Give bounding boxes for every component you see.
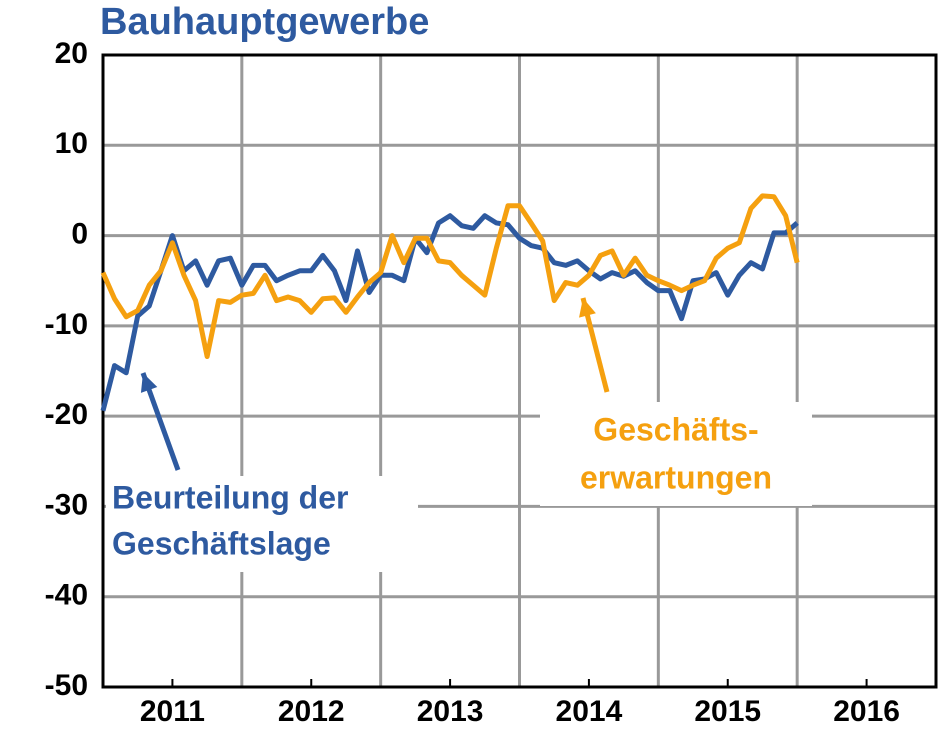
series-line: [100, 213, 799, 412]
series-label: Geschäftslage: [112, 525, 331, 561]
x-tick-label: 2016: [833, 695, 900, 728]
y-tick-label: -20: [45, 398, 88, 431]
x-tick-label: 2012: [278, 695, 345, 728]
y-tick-label: -30: [45, 488, 88, 521]
y-tick-label: 20: [55, 37, 88, 70]
y-tick-label: 0: [71, 217, 88, 250]
x-tick-label: 2011: [140, 695, 205, 728]
label-box: [540, 402, 812, 506]
series-label: erwartungen: [580, 459, 772, 495]
series-line: [100, 193, 800, 360]
y-tick-label: -40: [45, 579, 88, 612]
x-tick-label: 2015: [694, 695, 761, 728]
series-label: Geschäfts-: [593, 411, 758, 447]
y-tick-label: -50: [45, 669, 88, 702]
y-tick-label: 10: [55, 127, 88, 160]
y-tick-label: -10: [45, 308, 88, 341]
label-box: [106, 476, 418, 572]
series-label: Beurteilung der: [112, 479, 348, 515]
plot-frame: [101, 53, 938, 689]
chart-title: Bauhauptgewerbe: [100, 1, 429, 43]
arrow-head: [140, 373, 158, 393]
x-tick-label: 2013: [417, 695, 484, 728]
arrow-head: [579, 298, 596, 318]
x-tick-label: 2014: [556, 695, 623, 728]
